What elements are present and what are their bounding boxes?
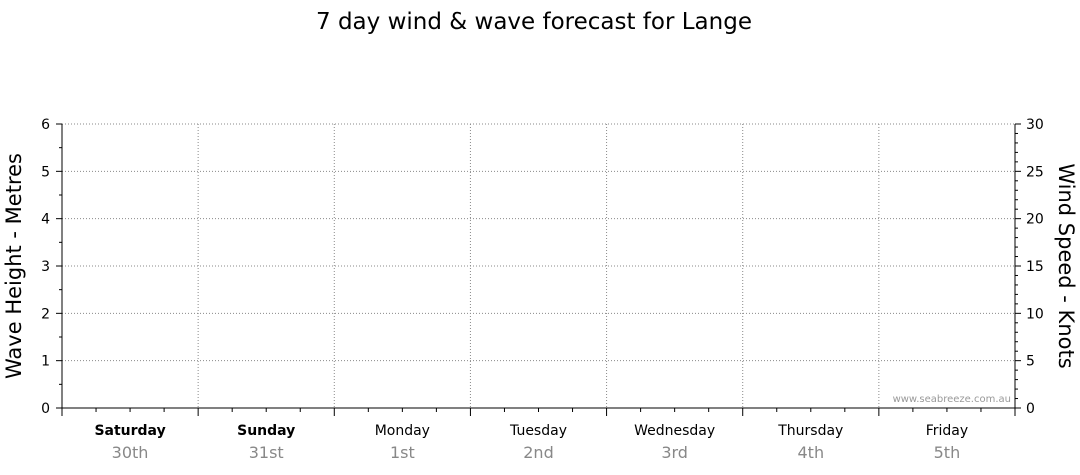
right-tick-label: 30 xyxy=(1026,117,1044,133)
date-label: 30th xyxy=(112,443,149,462)
right-axis-ticks: 0 5 10 15 20 25 30 xyxy=(1015,117,1044,417)
day-label: Tuesday xyxy=(509,423,567,439)
left-tick-label: 1 xyxy=(41,354,50,370)
left-tick-label: 4 xyxy=(41,212,50,228)
day-label: Thursday xyxy=(777,423,843,439)
right-axis-title: Wind Speed - Knots xyxy=(1054,163,1078,368)
right-tick-label: 0 xyxy=(1026,401,1035,417)
grid-lines xyxy=(62,123,1015,408)
day-label: Monday xyxy=(375,423,430,439)
left-axis-title: Wave Height - Metres xyxy=(2,153,26,379)
right-tick-label: 5 xyxy=(1026,354,1035,370)
date-label: 31st xyxy=(249,443,284,462)
credit-text: www.seabreeze.com.au xyxy=(893,394,1011,405)
left-axis-ticks: 0 1 2 3 4 5 6 xyxy=(41,117,62,417)
left-tick-label: 2 xyxy=(41,306,50,322)
day-labels: Saturday 30th Sunday 31st Monday 1st Tuesday 2n… xyxy=(94,423,968,462)
date-label: 4th xyxy=(797,443,824,462)
date-label: 3rd xyxy=(661,443,688,462)
left-tick-label: 5 xyxy=(41,164,50,180)
day-label: Friday xyxy=(926,423,968,439)
left-tick-label: 6 xyxy=(41,117,50,133)
date-label: 1st xyxy=(390,443,415,462)
chart-title: 7 day wind & wave forecast for Lange xyxy=(316,9,752,35)
left-tick-label: 0 xyxy=(41,401,50,417)
right-tick-label: 25 xyxy=(1026,164,1044,180)
x-axis-ticks xyxy=(61,408,1016,416)
date-label: 5th xyxy=(934,443,961,462)
right-tick-label: 10 xyxy=(1026,306,1044,322)
day-label: Wednesday xyxy=(634,423,715,439)
right-tick-label: 15 xyxy=(1026,259,1044,275)
right-tick-label: 20 xyxy=(1026,212,1044,228)
date-label: 2nd xyxy=(523,443,553,462)
day-label: Saturday xyxy=(94,423,165,439)
day-label: Sunday xyxy=(237,423,295,439)
left-tick-label: 3 xyxy=(41,259,50,275)
